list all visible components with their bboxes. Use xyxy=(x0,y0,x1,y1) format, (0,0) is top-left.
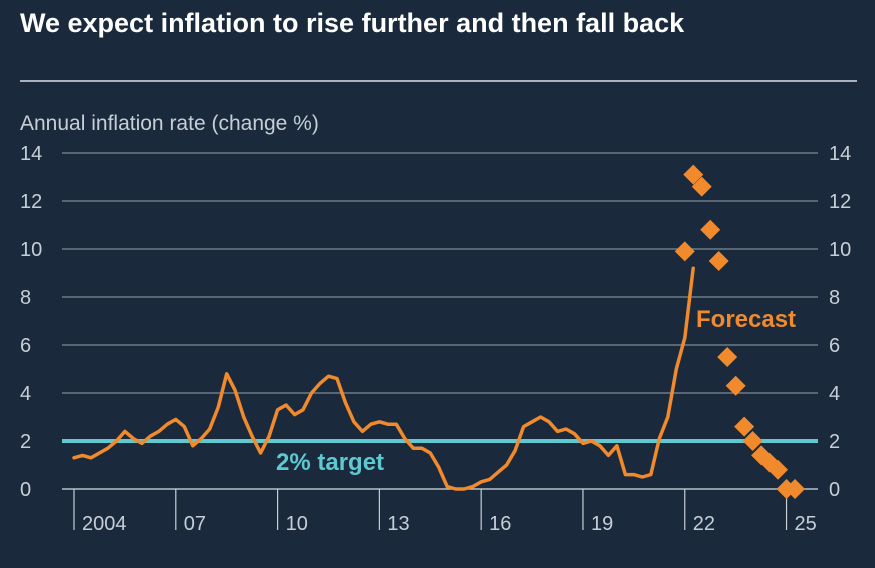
x-tick-label: 2004 xyxy=(82,513,127,535)
target-label: 2% target xyxy=(276,449,384,476)
forecast-point xyxy=(683,164,704,185)
forecast-point xyxy=(742,431,763,451)
x-tick-label: 10 xyxy=(286,513,308,535)
x-tick-label: 16 xyxy=(489,513,511,535)
y-tick-label-left: 12 xyxy=(20,191,42,213)
y-tick-label-left: 14 xyxy=(20,143,42,165)
y-tick-label-right: 4 xyxy=(829,383,840,405)
forecast-point xyxy=(725,375,746,396)
actual-inflation-line xyxy=(72,266,695,491)
y-tick-label-right: 8 xyxy=(829,287,840,309)
y-tick-label-right: 6 xyxy=(829,335,840,357)
forecast-point xyxy=(708,251,729,271)
forecast-point xyxy=(674,241,695,262)
y-axis-label: Annual inflation rate (change %) xyxy=(20,112,319,135)
chart-title: We expect inflation to rise further and … xyxy=(20,8,685,38)
x-tick-label: 25 xyxy=(795,513,817,535)
x-tick-label: 22 xyxy=(693,513,715,535)
forecast-point xyxy=(785,479,806,499)
title-divider xyxy=(20,80,857,82)
y-tick-label-right: 12 xyxy=(829,191,851,213)
x-tick-label: 13 xyxy=(387,513,409,535)
y-tick-label-right: 2 xyxy=(829,431,840,453)
forecast-point xyxy=(734,416,755,437)
y-tick-label-right: 14 xyxy=(829,143,851,165)
y-tick-label-left: 0 xyxy=(20,479,31,501)
forecast-point xyxy=(768,459,789,480)
x-tick-label: 19 xyxy=(591,513,613,535)
y-tick-label-left: 4 xyxy=(20,383,31,405)
y-tick-label-left: 10 xyxy=(20,239,42,261)
forecast-label: Forecast xyxy=(696,306,796,333)
y-tick-label-right: 10 xyxy=(829,239,851,261)
forecast-point xyxy=(700,219,721,240)
y-tick-label-right: 0 xyxy=(829,479,840,501)
x-tick-label: 07 xyxy=(184,513,206,535)
y-tick-label-left: 8 xyxy=(20,287,31,309)
y-tick-label-left: 6 xyxy=(20,335,31,357)
forecast-point xyxy=(717,347,738,367)
forecast-point xyxy=(691,176,712,197)
y-tick-label-left: 2 xyxy=(20,431,31,453)
